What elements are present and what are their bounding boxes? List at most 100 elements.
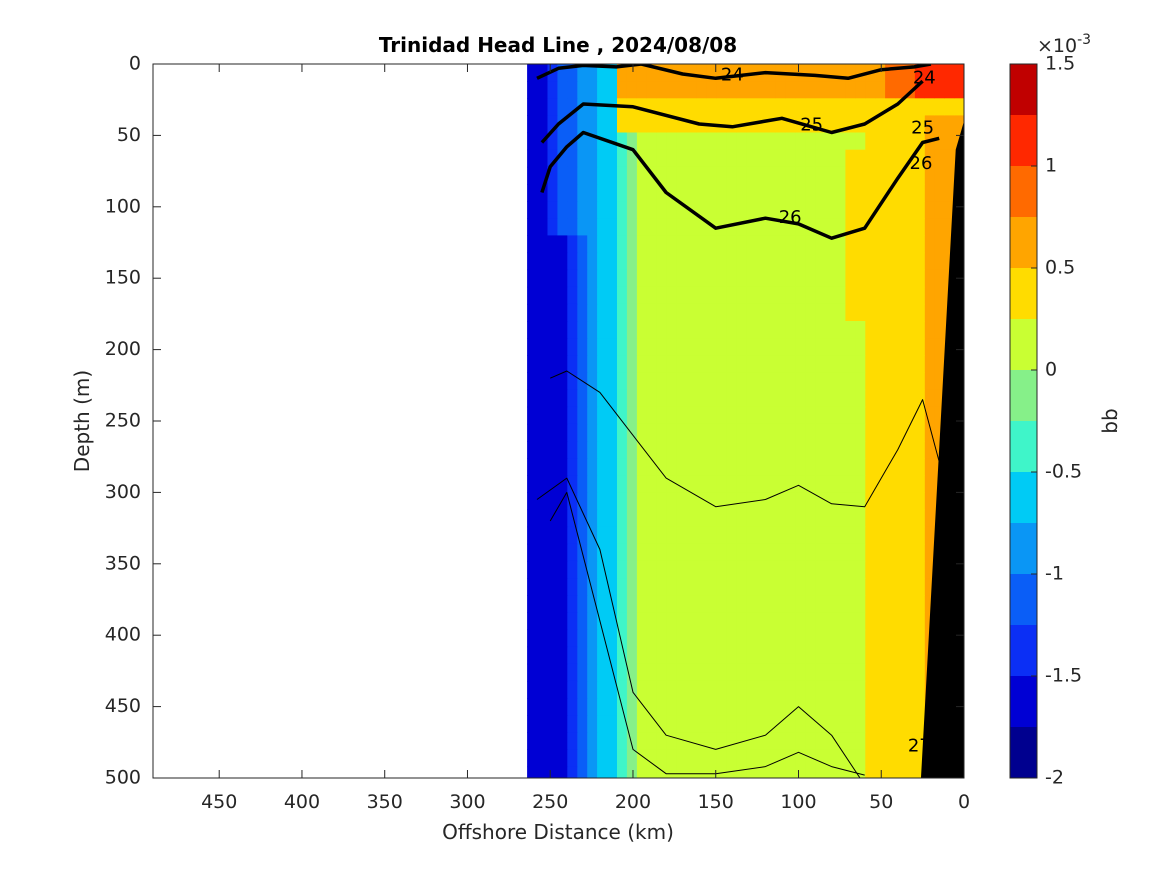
- section-cell: [765, 235, 776, 254]
- section-cell: [636, 766, 647, 778]
- section-cell: [864, 372, 876, 391]
- section-cell: [616, 526, 627, 545]
- section-cell: [825, 458, 836, 476]
- section-cell: [864, 132, 876, 151]
- section-cell: [795, 492, 806, 511]
- section-cell: [705, 149, 717, 168]
- section-cell: [765, 423, 776, 442]
- section-cell: [646, 235, 657, 254]
- section-cell: [556, 680, 568, 699]
- section-cell: [775, 321, 786, 339]
- section-cell: [904, 423, 915, 442]
- section-cell: [785, 629, 796, 648]
- section-cell: [576, 680, 588, 699]
- colorbar-tick-label: 0.5: [1045, 257, 1075, 279]
- section-cell: [825, 389, 836, 408]
- section-cell: [626, 612, 637, 631]
- section-cell: [884, 698, 896, 716]
- section-cell: [586, 612, 598, 631]
- section-cell: [884, 81, 896, 99]
- section-cell: [765, 526, 776, 545]
- section-cell: [666, 492, 677, 511]
- section-cell: [924, 338, 935, 356]
- section-cell: [636, 578, 647, 596]
- section-cell: [546, 218, 558, 236]
- section-cell: [864, 612, 876, 631]
- section-cell: [656, 201, 667, 219]
- section-cell: [874, 98, 886, 116]
- section-cell: [884, 389, 896, 408]
- section-cell: [924, 458, 935, 476]
- section-cell: [676, 715, 687, 733]
- section-cell: [715, 543, 727, 562]
- section-cell: [705, 201, 717, 219]
- section-cell: [705, 184, 717, 202]
- section-cell: [904, 732, 915, 750]
- section-cell: [576, 286, 588, 305]
- section-cell: [815, 680, 826, 699]
- colorbar-tick-label: -0.5: [1045, 461, 1082, 483]
- section-cell: [825, 321, 836, 339]
- section-cell: [537, 252, 548, 271]
- section-cell: [566, 184, 578, 202]
- section-cell: [576, 132, 588, 151]
- section-cell: [705, 252, 717, 271]
- section-cell: [944, 132, 955, 151]
- section-cell: [894, 389, 905, 408]
- section-cell: [914, 509, 925, 528]
- section-cell: [914, 732, 925, 750]
- section-cell: [695, 543, 707, 562]
- section-cell: [844, 64, 856, 82]
- section-cell: [795, 560, 806, 579]
- section-cell: [695, 235, 707, 254]
- section-cell: [646, 663, 657, 682]
- section-cell: [735, 595, 747, 613]
- section-cell: [765, 115, 776, 134]
- section-cell: [596, 423, 608, 442]
- section-cell: [775, 389, 786, 408]
- section-cell: [785, 492, 796, 511]
- section-cell: [676, 132, 687, 151]
- section-cell: [894, 81, 905, 99]
- section-cell: [844, 680, 856, 699]
- section-cell: [755, 81, 766, 99]
- section-cell: [715, 715, 727, 733]
- colorbar-segment: [1010, 574, 1037, 625]
- section-cell: [606, 303, 617, 322]
- section-cell: [775, 663, 786, 682]
- section-cell: [785, 269, 796, 288]
- section-cell: [666, 286, 677, 305]
- section-cell: [546, 423, 558, 442]
- section-cell: [666, 166, 677, 185]
- section-cell: [765, 218, 776, 236]
- section-cell: [666, 201, 677, 219]
- section-cell: [894, 458, 905, 476]
- section-cell: [755, 286, 766, 305]
- section-cell: [775, 338, 786, 356]
- section-cell: [537, 115, 548, 134]
- section-cell: [735, 235, 747, 254]
- section-cell: [735, 338, 747, 356]
- section-cell: [636, 680, 647, 699]
- section-cell: [566, 252, 578, 271]
- section-cell: [646, 526, 657, 545]
- section-cell: [725, 303, 737, 322]
- section-cell: [735, 166, 747, 185]
- section-cell: [904, 578, 915, 596]
- section-cell: [725, 629, 737, 648]
- section-cell: [904, 218, 915, 236]
- section-cell: [646, 303, 657, 322]
- section-cell: [527, 543, 538, 562]
- section-cell: [646, 680, 657, 699]
- colorbar-segment: [1010, 268, 1037, 319]
- section-cell: [805, 184, 816, 202]
- section-cell: [576, 389, 588, 408]
- section-cell: [864, 663, 876, 682]
- section-cell: [844, 698, 856, 716]
- section-cell: [676, 680, 687, 699]
- section-cell: [775, 303, 786, 322]
- section-cell: [636, 458, 647, 476]
- section-cell: [685, 766, 697, 778]
- section-cell: [894, 715, 905, 733]
- section-cell: [556, 355, 568, 373]
